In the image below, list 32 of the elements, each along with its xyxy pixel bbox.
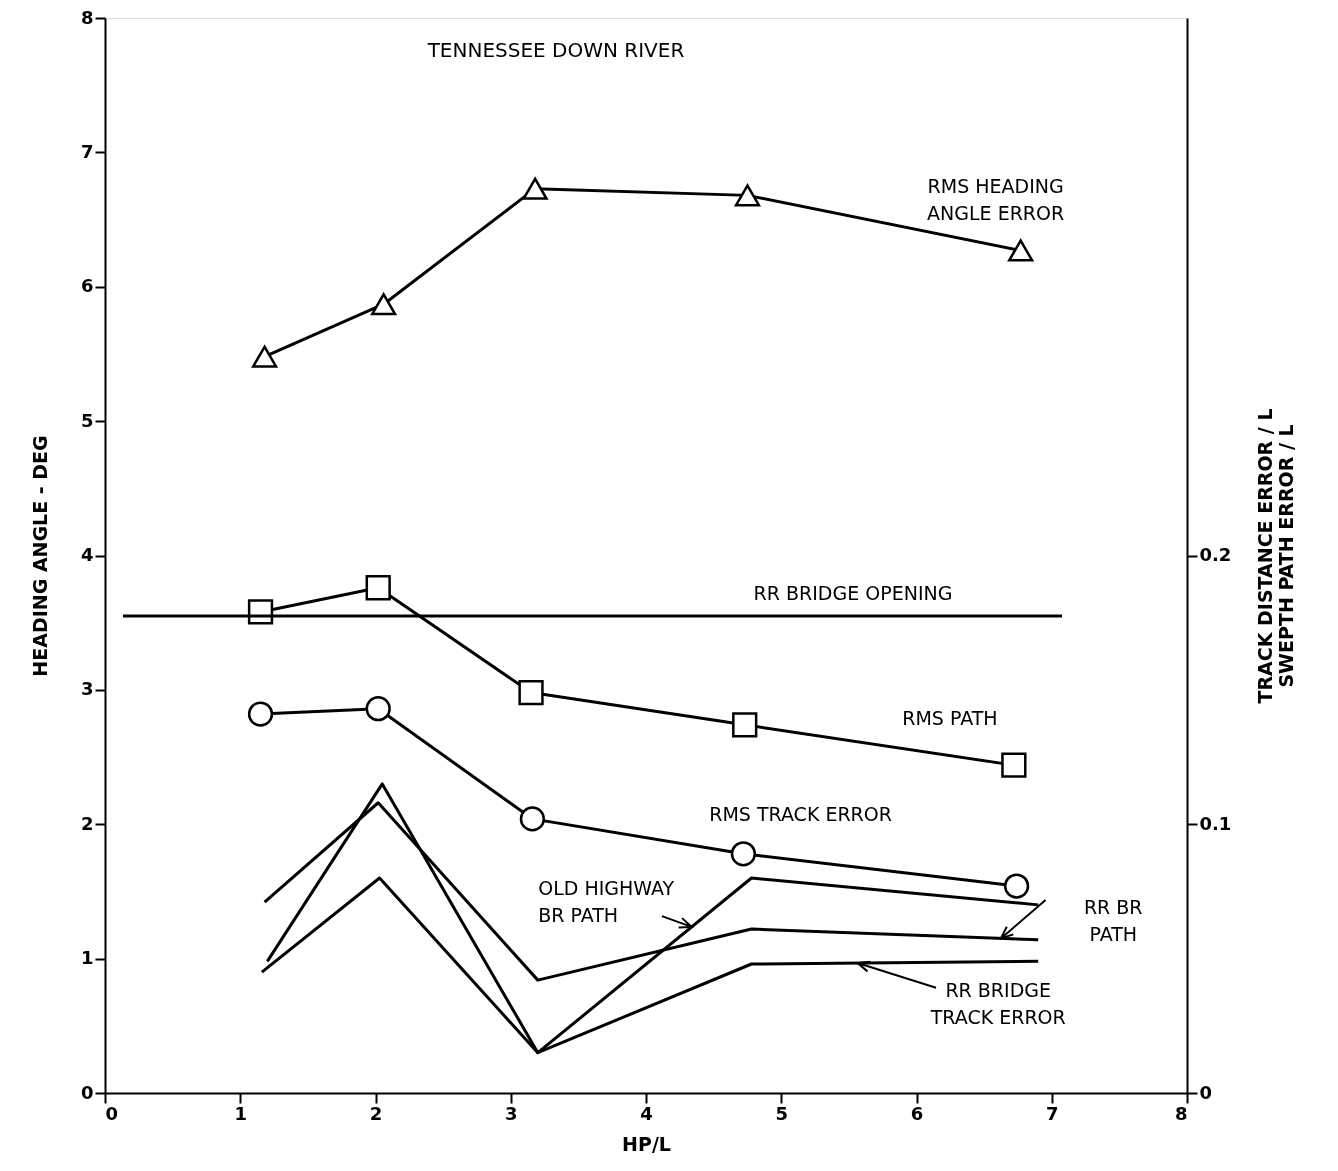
series-label: RMS TRACK ERROR (709, 803, 892, 826)
y-axis-title: HEADING ANGLE - DEG (28, 435, 51, 677)
series-label: OLD HIGHWAY BR PATH (538, 876, 675, 926)
y2-tick-label: 0 (1199, 1081, 1213, 1103)
x-tick-label: 0 (105, 1102, 119, 1124)
x-tick-label: 3 (504, 1102, 518, 1124)
series-label: RMS HEADING ANGLE ERROR (927, 175, 1065, 225)
y-tick-label: 8 (80, 6, 94, 28)
x-tick-label: 6 (910, 1102, 924, 1124)
x-axis-title: HP/L (622, 1132, 671, 1155)
y2-tick-label: 0.1 (1199, 812, 1232, 834)
y2-tick-label: 0.2 (1199, 544, 1232, 565)
x-tick-label: 8 (1174, 1102, 1188, 1124)
y-tick-label: 5 (80, 409, 94, 431)
y-tick-label: 0 (80, 1081, 94, 1103)
x-tick-label: 1 (234, 1102, 248, 1124)
x-tick-label: 4 (640, 1102, 653, 1124)
y-tick-label: 7 (80, 140, 94, 162)
x-tick-label: 2 (369, 1102, 383, 1124)
y-tick-label: 6 (80, 275, 94, 297)
y-tick-label: 1 (80, 947, 94, 969)
legend-label: RR BR PATH (1083, 895, 1143, 945)
y-tick-label: 2 (80, 812, 94, 834)
y-tick-label: 3 (80, 678, 94, 700)
x-tick-label: 7 (1045, 1102, 1059, 1124)
series-label: RR BRIDGE TRACK ERROR (929, 979, 1066, 1029)
y2-axis-title: TRACK DISTANCE ERROR / L SWEPTH PATH ERROR / L (1254, 408, 1298, 704)
text: TENNESSEE DOWN RIVER (426, 38, 685, 62)
y-tick-label: 4 (80, 544, 94, 565)
x-tick-label: 5 (775, 1102, 789, 1124)
ref-line-label: RR BRIDGE OPENING (753, 581, 953, 604)
series-label: RMS PATH (902, 707, 998, 730)
